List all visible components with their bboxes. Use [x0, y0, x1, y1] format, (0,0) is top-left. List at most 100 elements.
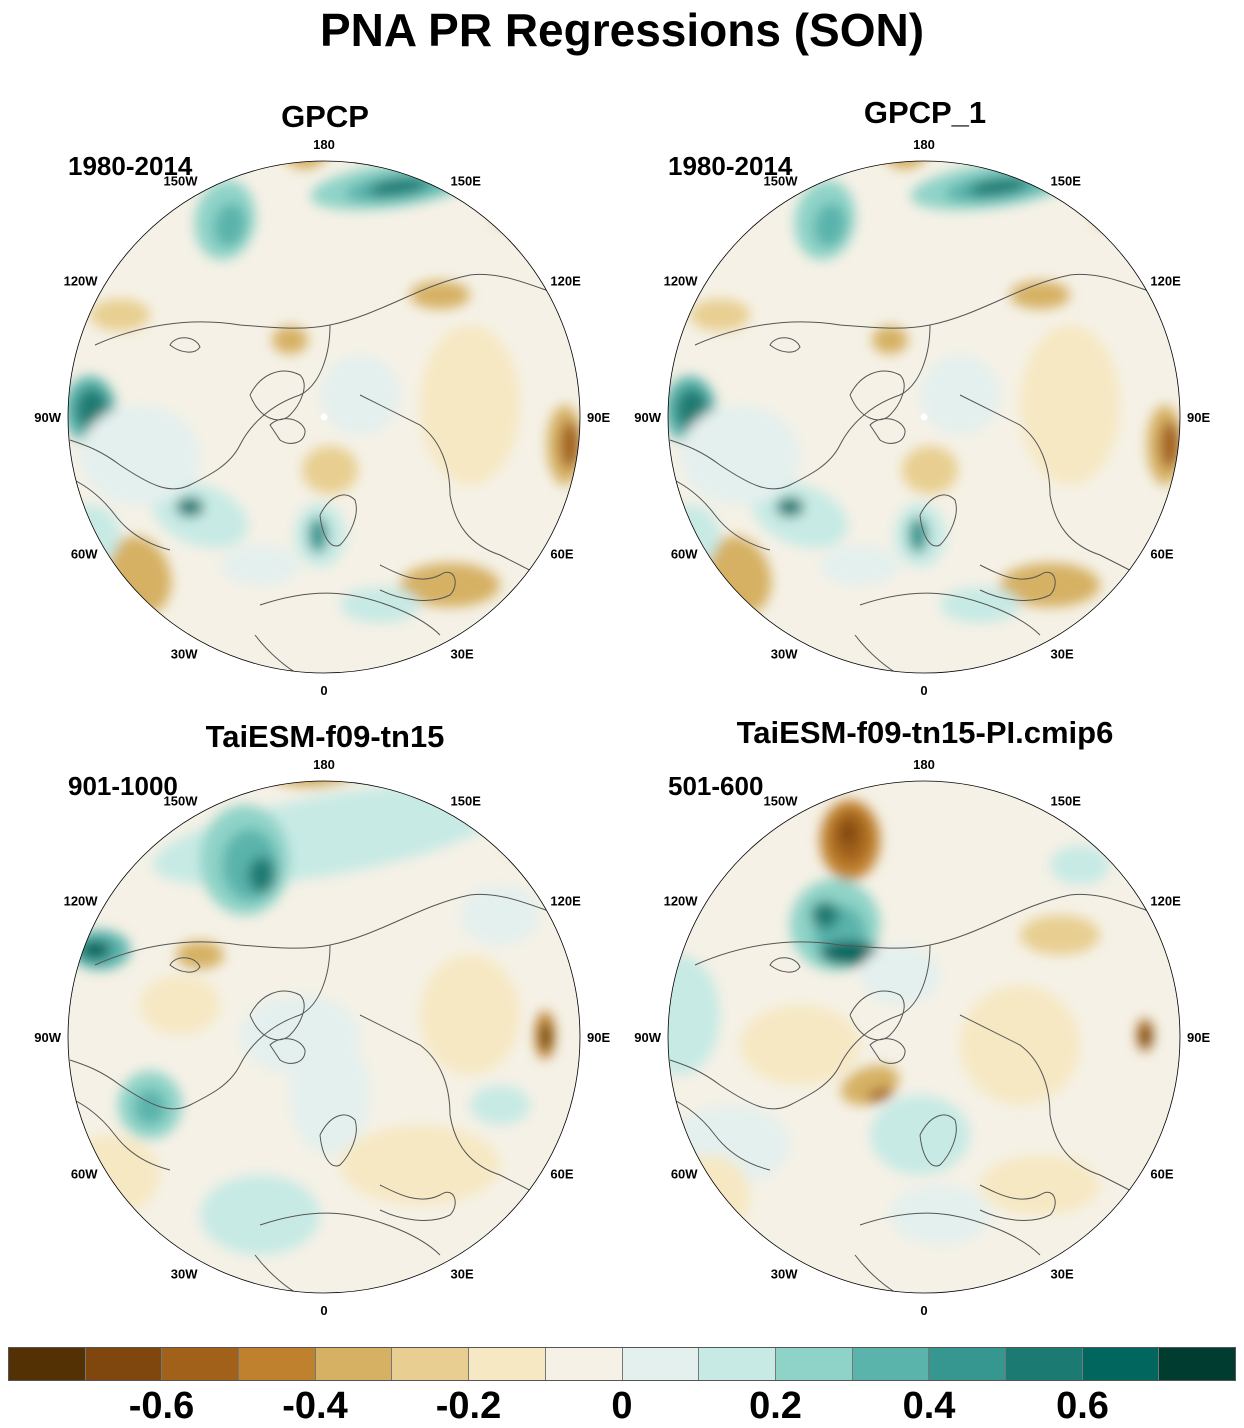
- precip-anomaly-region: [902, 446, 958, 494]
- longitude-label: 30W: [771, 1266, 798, 1281]
- map-border: [67, 160, 581, 674]
- coastline: [668, 273, 1161, 673]
- colorbar-segment: [9, 1348, 86, 1380]
- precip-anomaly-region: [79, 940, 111, 960]
- precip-anomaly-region: [813, 203, 847, 247]
- longitude-label: 60W: [671, 547, 698, 562]
- precip-anomaly-region: [420, 955, 520, 1075]
- longitude-label: 150E: [451, 794, 482, 809]
- colorbar-segment: [1005, 1348, 1083, 1380]
- longitude-label: 150E: [451, 174, 482, 189]
- coastline: [68, 893, 561, 1293]
- map-border: [67, 780, 581, 1294]
- precip-anomaly-region: [940, 587, 1020, 623]
- panel-title: TaiESM-f09-tn15: [205, 719, 445, 754]
- map-panel-taiesm-pi: TaiESM-f09-tn15-PI.cmip6 501-600 180 150E…: [600, 715, 1222, 1335]
- precip-anomaly-region: [90, 299, 150, 331]
- precip-anomaly-region: [1160, 421, 1180, 469]
- precip-anomaly-region: [151, 482, 249, 548]
- longitude-label: 30W: [171, 646, 198, 661]
- precip-anomaly-region: [908, 517, 928, 553]
- precip-anomaly-region: [400, 563, 500, 607]
- longitude-label: 150W: [164, 794, 199, 809]
- precip-anomaly-region: [860, 945, 940, 1005]
- longitude-label: 180: [313, 137, 335, 152]
- precip-anomaly-region: [776, 497, 804, 517]
- longitude-label: 0: [320, 683, 327, 698]
- precip-anomaly-region: [213, 203, 247, 247]
- precip-anomaly-region: [420, 325, 520, 485]
- colorbar-tick-label: 0.2: [749, 1385, 802, 1427]
- longitude-label: 150W: [764, 174, 799, 189]
- longitude-label: 120E: [1150, 274, 1181, 289]
- longitude-label: 180: [913, 757, 935, 772]
- precip-anomaly-region: [840, 821, 856, 845]
- polar-map: 180 150E 120E 90E 60E 30E 0 30W 60W 90W 120W 150W: [34, 750, 610, 1318]
- longitude-label: 60E: [550, 547, 573, 562]
- longitude-label: 120E: [550, 274, 581, 289]
- longitude-label: 30E: [1051, 1266, 1074, 1281]
- precip-anomaly-region: [460, 885, 540, 945]
- colorbar-segment: [469, 1348, 546, 1380]
- precip-anomaly-region: [890, 1185, 990, 1245]
- longitude-label: 180: [313, 757, 335, 772]
- figure-title: PNA PR Regressions (SON): [319, 4, 925, 56]
- longitude-label: 60E: [1150, 547, 1173, 562]
- pole-marker: [920, 413, 928, 421]
- precip-anomaly-region: [470, 1085, 530, 1125]
- longitude-label: 60E: [550, 1167, 573, 1182]
- colorbar-segment: [392, 1348, 470, 1380]
- colorbar-segment: [775, 1348, 853, 1380]
- precip-anomaly-region: [80, 405, 200, 505]
- longitude-label: 0: [920, 683, 927, 698]
- longitude-label: 90W: [634, 1030, 661, 1045]
- precip-anomaly-region: [1142, 1029, 1150, 1045]
- map-border: [667, 780, 1181, 1294]
- longitude-label: 30E: [451, 646, 474, 661]
- precip-anomaly-region: [866, 1087, 894, 1103]
- panel-period: 1980-2014: [668, 151, 793, 181]
- precip-anomaly-region: [277, 750, 313, 770]
- precip-anomaly-region: [308, 517, 328, 553]
- precip-anomaly-region: [888, 118, 908, 142]
- longitude-label: 150E: [1051, 794, 1082, 809]
- precip-anomaly-region: [1000, 563, 1100, 607]
- longitude-label: 120W: [664, 894, 699, 909]
- colorbar-tick-label: 0.6: [1056, 1385, 1109, 1427]
- precip-anomaly-region: [541, 1023, 551, 1051]
- precip-anomaly-region: [1102, 191, 1122, 215]
- precip-anomaly-region: [250, 781, 370, 787]
- longitude-label: 0: [920, 1303, 927, 1318]
- longitude-label: 60W: [71, 1167, 98, 1182]
- longitude-label: 60W: [71, 547, 98, 562]
- precip-anomaly-region: [368, 178, 428, 196]
- precip-anomaly-region: [176, 941, 224, 969]
- precip-anomaly-region: [811, 901, 839, 929]
- pole-marker: [320, 413, 328, 421]
- longitude-label: 150W: [164, 174, 199, 189]
- polar-map: 180 150E 120E 90E 60E 30E 0 30W 60W 90W 120W 150W: [634, 118, 1210, 698]
- colorbar-segment: [239, 1348, 316, 1380]
- polar-map: 180 150E 120E 90E 60E 30E 0 30W 60W 90W 120W 150W: [34, 118, 610, 698]
- precip-anomaly-region: [1020, 915, 1100, 955]
- longitude-label: 90E: [587, 410, 610, 425]
- longitude-label: 90W: [34, 1030, 61, 1045]
- map-panel-gpcp: GPCP 1980-2014 180 150E 120E 90E 60E 30E 0 30W 6…: [0, 95, 622, 715]
- precip-anomaly-region: [560, 421, 580, 469]
- longitude-label: 90E: [1187, 1030, 1210, 1045]
- polar-map: 180 150E 120E 90E 60E 30E 0 30W 60W 90W 120W 150W: [634, 757, 1210, 1318]
- precip-anomaly-region: [872, 326, 908, 354]
- precip-anomaly-region: [500, 795, 540, 855]
- precip-anomaly-region: [1050, 845, 1110, 885]
- coastline: [68, 273, 561, 673]
- precip-anomaly-region: [1010, 281, 1070, 309]
- longitude-label: 180: [913, 137, 935, 152]
- precip-anomaly-region: [220, 545, 300, 585]
- precip-anomaly-region: [492, 183, 528, 227]
- map-border: [667, 160, 1181, 674]
- panel-title: GPCP_1: [863, 95, 987, 130]
- longitude-label: 30E: [1051, 646, 1074, 661]
- longitude-label: 90W: [634, 410, 661, 425]
- map-panel-taiesm: TaiESM-f09-tn15 901-1000 180 150E 120E 90E 6…: [0, 715, 622, 1335]
- precip-anomaly-region: [288, 118, 308, 142]
